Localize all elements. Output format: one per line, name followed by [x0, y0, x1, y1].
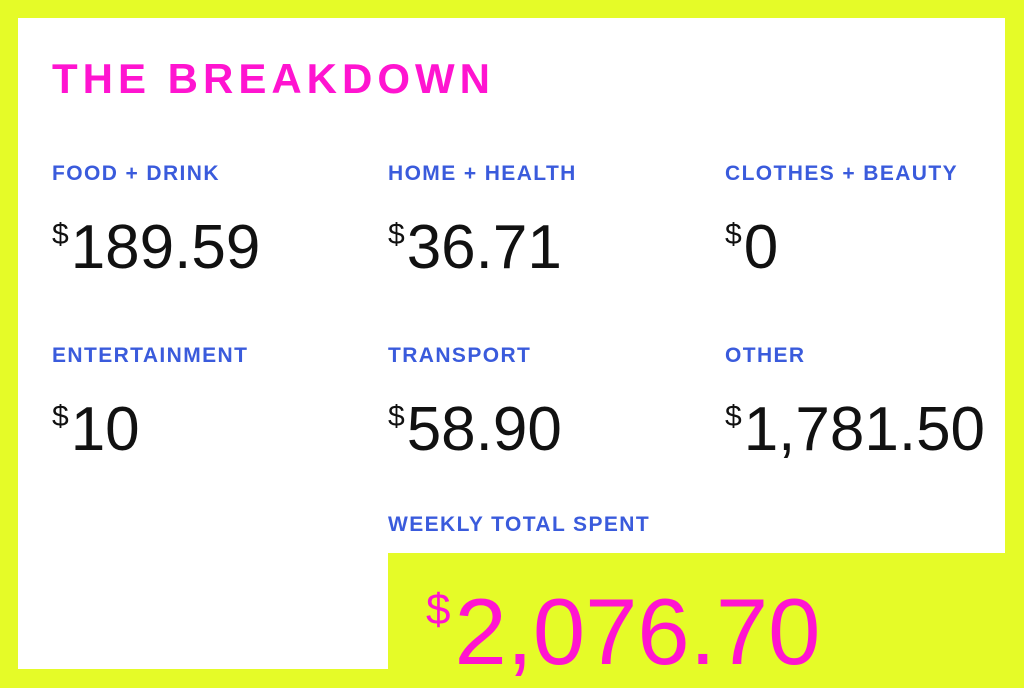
category-entertainment: ENTERTAINMENT $10	[52, 344, 352, 463]
total-amount: $2,076.70	[426, 560, 820, 682]
amount-value: 0	[743, 213, 779, 282]
breakdown-card-extension	[18, 553, 388, 669]
currency-symbol: $	[725, 218, 742, 251]
amount-value: 1,781.50	[743, 395, 986, 464]
currency-symbol: $	[725, 400, 742, 433]
category-home-health: HOME + HEALTH $36.71	[388, 162, 688, 281]
category-other: OTHER $1,781.50	[725, 344, 1024, 463]
total-value: 2,076.70	[454, 579, 821, 684]
category-clothes-beauty: CLOTHES + BEAUTY $0	[725, 162, 1024, 281]
category-label: FOOD + DRINK	[52, 162, 220, 185]
amount-value: 36.71	[406, 213, 562, 282]
category-label: OTHER	[725, 344, 806, 367]
category-label: TRANSPORT	[388, 344, 532, 367]
currency-symbol: $	[388, 400, 405, 433]
currency-symbol: $	[388, 218, 405, 251]
category-label: CLOTHES + BEAUTY	[725, 162, 959, 185]
category-amount: $36.71	[388, 202, 688, 281]
currency-symbol: $	[52, 218, 69, 251]
page-title: THE BREAKDOWN	[52, 55, 495, 102]
amount-value: 58.90	[406, 395, 562, 464]
category-food-drink: FOOD + DRINK $189.59	[52, 162, 352, 281]
category-label: HOME + HEALTH	[388, 162, 577, 185]
amount-value: 189.59	[70, 213, 261, 282]
amount-value: 10	[70, 395, 140, 464]
category-amount: $189.59	[52, 202, 352, 281]
category-amount: $58.90	[388, 384, 688, 463]
breakdown-card	[18, 18, 1005, 553]
total-label: WEEKLY TOTAL SPENT	[388, 513, 651, 536]
category-amount: $1,781.50	[725, 384, 1024, 463]
category-label: ENTERTAINMENT	[52, 344, 249, 367]
category-amount: $0	[725, 202, 1024, 281]
category-amount: $10	[52, 384, 352, 463]
currency-symbol: $	[426, 585, 451, 634]
category-transport: TRANSPORT $58.90	[388, 344, 688, 463]
currency-symbol: $	[52, 400, 69, 433]
